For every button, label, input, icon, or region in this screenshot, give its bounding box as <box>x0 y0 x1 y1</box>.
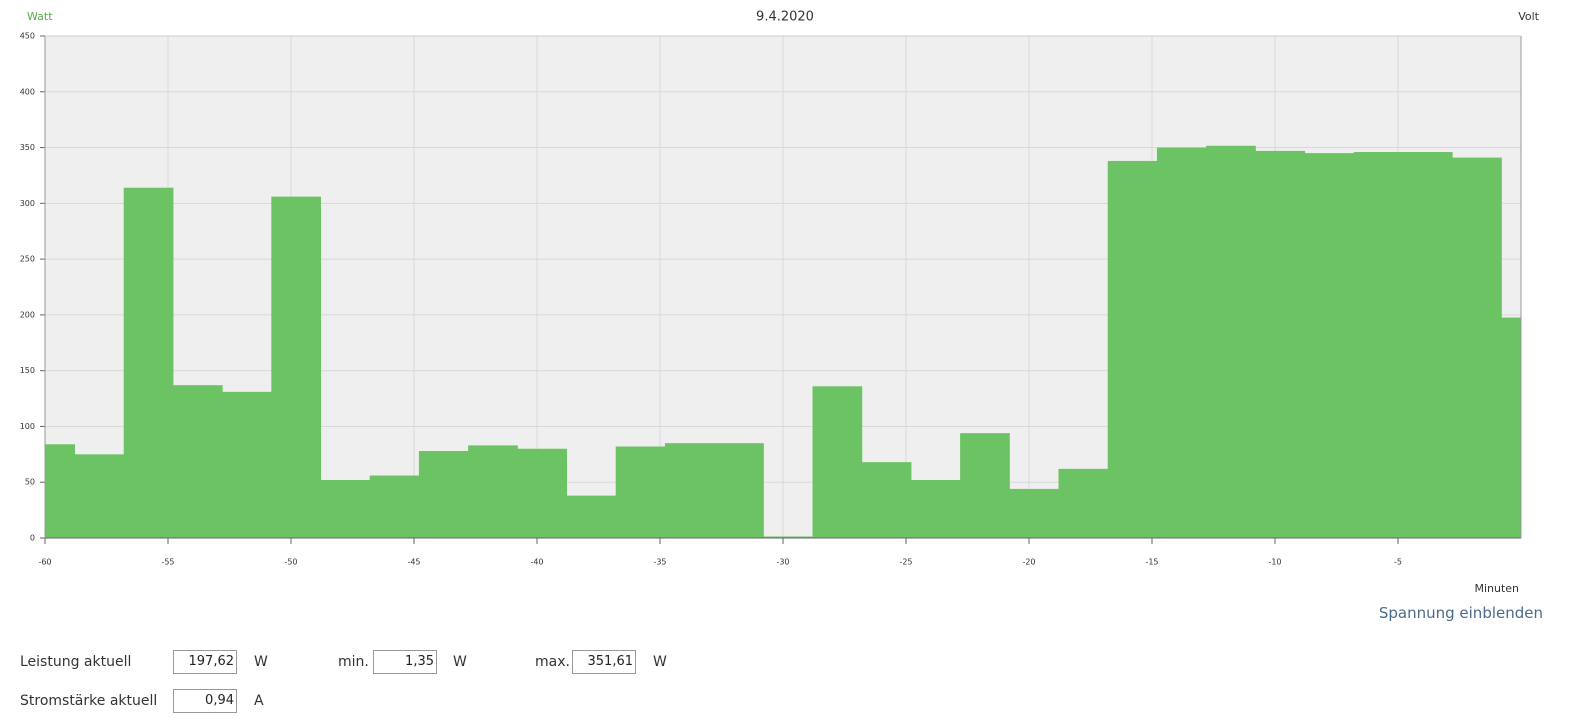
y-tick-label: 350 <box>20 143 35 152</box>
stat-value-field[interactable]: 1,35 <box>373 650 437 674</box>
stat-label: Leistung aktuell <box>20 654 132 670</box>
bar <box>222 391 272 538</box>
x-tick-label: -35 <box>653 558 666 567</box>
bar <box>1156 147 1207 539</box>
bar <box>1304 153 1355 538</box>
x-tick-label: -55 <box>161 558 174 567</box>
x-tick-label: -15 <box>1145 558 1158 567</box>
bar <box>714 443 764 538</box>
y-tick-label: 150 <box>20 366 35 375</box>
toggle-voltage-link[interactable]: Spannung einblenden <box>1378 604 1543 622</box>
stat-unit: W <box>653 654 667 670</box>
bar <box>1058 468 1109 538</box>
bar <box>45 444 76 538</box>
bar <box>861 462 912 538</box>
stat-value-field[interactable]: 351,61 <box>572 650 636 674</box>
stat-value-field[interactable]: 0,94 <box>173 689 237 713</box>
bar <box>172 385 223 538</box>
y-tick-label: 250 <box>20 255 35 264</box>
bar <box>517 448 568 538</box>
stat-value-field[interactable]: 197,62 <box>173 650 237 674</box>
x-tick-label: -50 <box>284 558 297 567</box>
bar <box>320 479 371 538</box>
x-axis-label: Minuten <box>1474 582 1519 595</box>
bar <box>1107 160 1158 539</box>
y-tick-label: 400 <box>20 87 35 96</box>
bar <box>1501 317 1522 538</box>
bar <box>1206 145 1256 538</box>
x-tick-label: -30 <box>776 558 789 567</box>
bar <box>369 475 420 538</box>
bar <box>74 454 125 538</box>
bar <box>1255 150 1306 538</box>
stat-label: min. <box>338 654 369 670</box>
y-tick-label: 450 <box>20 32 35 41</box>
bar <box>1452 157 1502 538</box>
bar <box>1009 488 1060 538</box>
stat-unit: W <box>254 654 268 670</box>
chart: 9.4.2020 Watt Volt Minuten 0 50 100 150 200 2… <box>20 10 1540 596</box>
x-tick-label: -5 <box>1394 558 1402 567</box>
stat-label: Stromstärke aktuell <box>20 693 158 709</box>
x-tick-label: -25 <box>899 558 912 567</box>
bar <box>910 479 961 538</box>
bar <box>615 446 666 538</box>
bar <box>271 196 322 538</box>
x-tick-label: -20 <box>1022 558 1035 567</box>
y-tick-label: 0 <box>30 534 35 543</box>
bar <box>123 187 174 538</box>
y-axis-label: Watt <box>27 10 53 23</box>
bar <box>468 445 518 538</box>
bar <box>1353 152 1404 539</box>
y2-axis-label: Volt <box>1518 10 1539 23</box>
stat-unit: W <box>453 654 467 670</box>
bar <box>763 536 814 538</box>
x-tick-label: -45 <box>407 558 420 567</box>
bar <box>960 433 1010 538</box>
stat-label: max. <box>535 654 570 670</box>
y-tick-label: 100 <box>20 422 35 431</box>
bar <box>418 450 469 538</box>
x-tick-label: -10 <box>1268 558 1281 567</box>
stat-unit: A <box>254 693 264 709</box>
x-tick-label: -40 <box>530 558 543 567</box>
y-tick-label: 50 <box>25 478 35 487</box>
bar <box>566 495 617 538</box>
y-tick-label: 200 <box>20 310 35 319</box>
bar <box>664 443 715 538</box>
bar <box>1402 152 1453 539</box>
chart-title: 9.4.2020 <box>756 10 814 25</box>
y-tick-label: 300 <box>20 199 35 208</box>
bar <box>812 386 863 538</box>
x-tick-label: -60 <box>38 558 51 567</box>
